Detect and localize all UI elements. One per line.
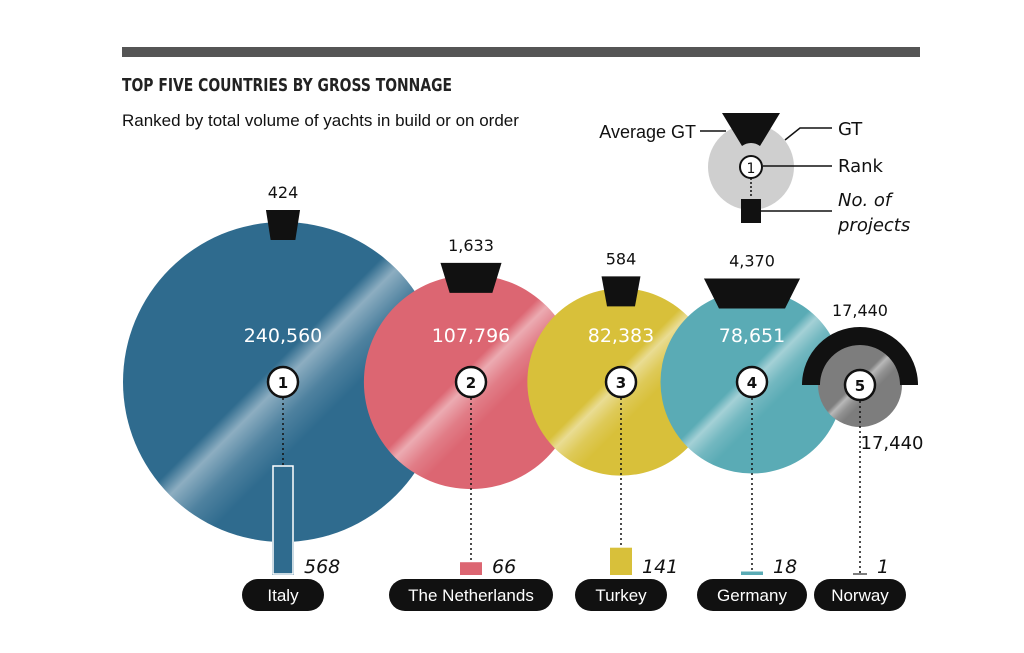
average-gt-fan-germany — [703, 278, 801, 309]
rank-badge-turkey — [604, 365, 638, 399]
country-pill-the-netherlands — [389, 579, 553, 611]
legend-projects-bar — [741, 199, 761, 223]
rank-badge-italy — [266, 365, 300, 399]
gt-label-turkey: 82,383 — [588, 325, 654, 347]
average-gt-fan-the-netherlands — [440, 262, 502, 293]
average-gt-fan-italy — [265, 210, 301, 240]
country-pill-italy — [242, 579, 324, 611]
chart-subtitle: Ranked by total volume of yachts in buil… — [122, 111, 519, 130]
projects-bar-italy — [272, 465, 294, 575]
projects-bar-norway — [853, 573, 867, 575]
average-gt-label-italy: 424 — [268, 183, 299, 202]
rank-badge-the-netherlands — [454, 365, 488, 399]
projects-label-the-netherlands: 66 — [492, 556, 516, 578]
header-rule — [122, 47, 920, 57]
average-gt-label-the-netherlands: 1,633 — [448, 236, 494, 255]
rank-number-germany: 4 — [747, 374, 757, 392]
gt-label-norway: 17,440 — [861, 433, 924, 454]
country-pill-germany — [697, 579, 807, 611]
legend: 1 Average GT GT Rank No. of projects — [599, 113, 910, 236]
rank-number-turkey: 3 — [616, 374, 626, 392]
projects-bar-outline-italy — [272, 465, 294, 575]
gt-label-germany: 78,651 — [719, 325, 785, 347]
country-pill-norway — [814, 579, 906, 611]
average-gt-fan-turkey — [601, 276, 641, 307]
average-gt-fan-norway — [802, 327, 918, 385]
rank-badge-germany — [735, 365, 769, 399]
projects-bar-the-netherlands — [460, 562, 482, 575]
gt-label-the-netherlands: 107,796 — [432, 325, 511, 347]
average-gt-label-turkey: 584 — [606, 249, 637, 268]
country-name-turkey: Turkey — [595, 586, 647, 605]
country-name-germany: Germany — [717, 586, 787, 605]
projects-label-norway: 1 — [877, 556, 889, 578]
rank-number-italy: 1 — [278, 374, 288, 392]
country-pill-turkey — [575, 579, 667, 611]
legend-gt-label: GT — [838, 119, 863, 140]
chart-title: TOP FIVE COUNTRIES BY GROSS TONNAGE — [122, 75, 452, 96]
country-name-norway: Norway — [831, 586, 889, 605]
legend-projects-label-1: No. of — [838, 190, 894, 211]
rank-number-the-netherlands: 2 — [466, 374, 476, 392]
projects-bar-turkey — [610, 547, 632, 575]
legend-gt-leader — [784, 127, 832, 141]
projects-bar-germany — [741, 571, 763, 575]
projects-label-italy: 568 — [304, 556, 340, 578]
legend-rank-sample: 1 — [747, 161, 756, 177]
legend-average-gt-fan — [722, 113, 780, 146]
legend-projects-label-2: projects — [837, 215, 910, 236]
gt-label-italy: 240,560 — [244, 325, 323, 347]
average-gt-label-norway: 17,440 — [832, 301, 888, 320]
average-gt-label-germany: 4,370 — [729, 252, 775, 271]
chart-marks: 424 240,560 1 568 Italy 1,633 107,796 2 66 The Ne… — [123, 183, 923, 611]
rank-badge-norway — [843, 368, 877, 402]
projects-label-turkey: 141 — [642, 556, 678, 578]
legend-average-gt-label: Average GT — [599, 122, 696, 142]
country-name-italy: Italy — [267, 586, 299, 605]
legend-rank-label: Rank — [838, 156, 884, 177]
projects-label-germany: 18 — [773, 556, 797, 578]
rank-number-norway: 5 — [855, 377, 865, 395]
country-name-the-netherlands: The Netherlands — [408, 586, 534, 605]
